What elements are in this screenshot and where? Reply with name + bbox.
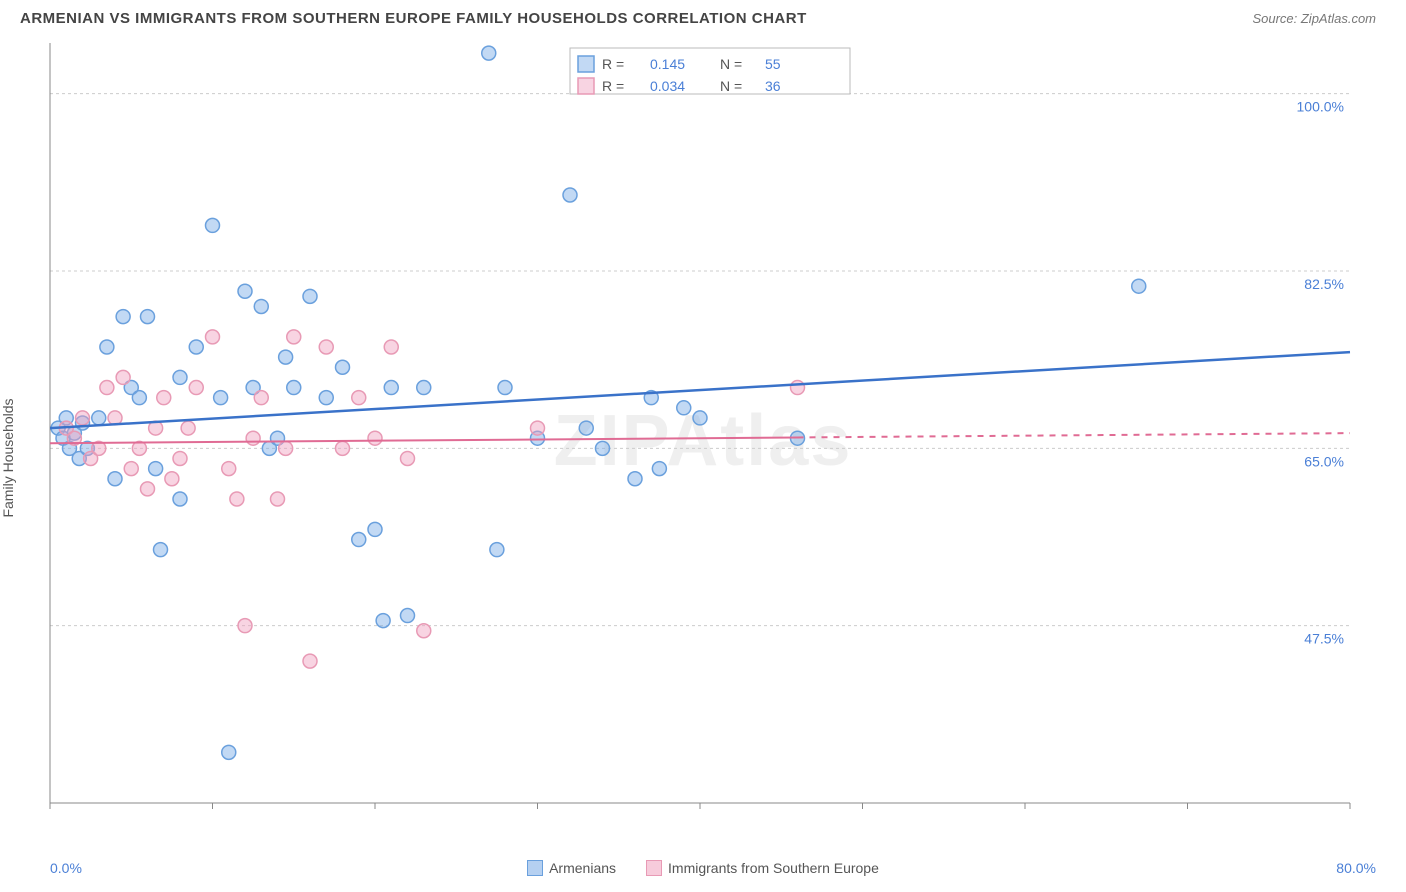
svg-text:65.0%: 65.0%	[1304, 453, 1344, 469]
svg-text:36: 36	[765, 78, 781, 94]
svg-text:R =: R =	[602, 56, 624, 72]
svg-text:N =: N =	[720, 56, 742, 72]
legend-item-armenians: Armenians	[527, 860, 616, 876]
page-title: ARMENIAN VS IMMIGRANTS FROM SOUTHERN EUR…	[20, 10, 807, 27]
svg-text:82.5%: 82.5%	[1304, 276, 1344, 292]
legend-label-armenians: Armenians	[549, 860, 616, 876]
x-axis-legend-bar: 0.0% Armenians Immigrants from Southern …	[0, 853, 1406, 883]
svg-text:0.145: 0.145	[650, 56, 685, 72]
legend-swatch-armenians	[527, 860, 543, 876]
scatter-plot: 47.5% 65.0% 82.5% 100.0% R = 0.145 N = 55 R = 0.0…	[40, 33, 1380, 823]
x-min-label: 0.0%	[50, 860, 82, 876]
legend-item-immigrants: Immigrants from Southern Europe	[646, 860, 879, 876]
chart-container: Family Households ZIPAtlas 47.5%65.0%82.…	[0, 33, 1406, 883]
svg-text:R =: R =	[602, 78, 624, 94]
legend-swatch-immigrants	[646, 860, 662, 876]
svg-text:47.5%: 47.5%	[1304, 631, 1344, 647]
y-axis-label: Family Households	[0, 398, 16, 517]
legend-label-immigrants: Immigrants from Southern Europe	[668, 860, 879, 876]
svg-text:N =: N =	[720, 78, 742, 94]
svg-text:0.034: 0.034	[650, 78, 685, 94]
x-max-label: 80.0%	[1336, 860, 1376, 876]
svg-text:100.0%: 100.0%	[1297, 99, 1344, 115]
source-text: Source: ZipAtlas.com	[1252, 11, 1376, 26]
svg-text:55: 55	[765, 56, 781, 72]
